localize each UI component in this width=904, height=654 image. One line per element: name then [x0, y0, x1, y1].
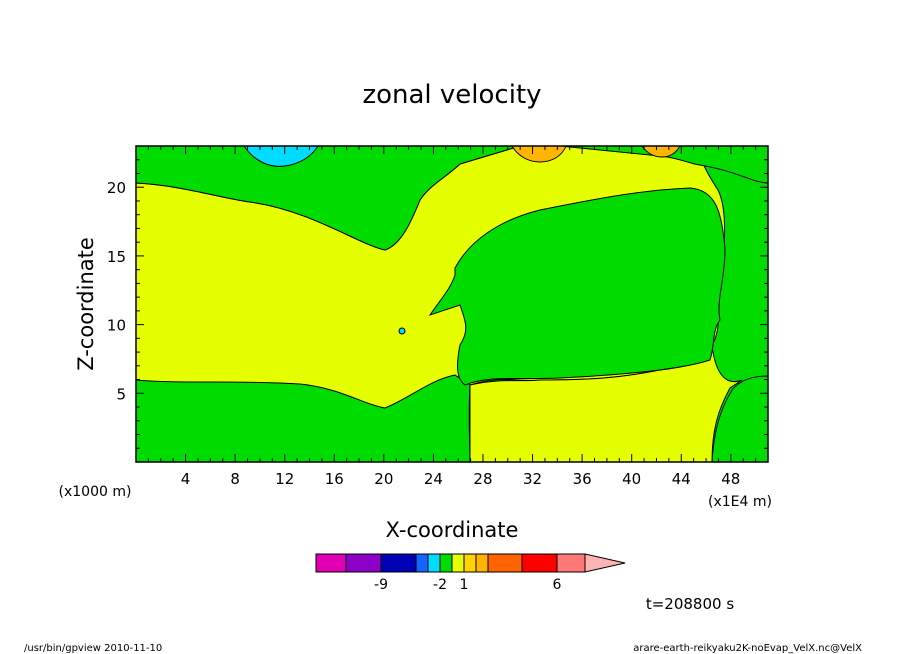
x-tick-label: 40	[622, 470, 641, 488]
contour-region-central	[428, 187, 726, 386]
x-tick-label: 16	[325, 470, 344, 488]
colorbar-cell	[463, 553, 477, 573]
x-axis-label: X-coordinate	[386, 518, 519, 542]
contour-region-right-edge	[711, 375, 769, 463]
y-tick-label: 20	[107, 179, 126, 197]
time-label: t=208800 s	[646, 595, 734, 613]
colorbar-tick-label: -2	[433, 577, 447, 593]
plot-frame	[135, 145, 769, 463]
x-tick-label: 44	[672, 470, 691, 488]
x-unit-label: (x1E4 m)	[708, 494, 772, 510]
x-tick-label: 8	[230, 470, 240, 488]
colorbar-arrow	[584, 553, 626, 573]
chart-title: zonal velocity	[362, 80, 541, 110]
colorbar: -9 -2 1 6	[315, 553, 626, 593]
y-axis-label: Z-coordinate	[74, 237, 98, 371]
footer-right: arare-earth-reikyaku2K-noEvap_VelX.nc@Ve…	[633, 643, 862, 654]
colorbar-tick-label: -9	[374, 577, 388, 593]
colorbar-cell	[556, 553, 586, 573]
contour-region-lower-left	[135, 374, 471, 463]
colorbar-cell	[315, 553, 347, 573]
x-tick-label: 12	[275, 470, 294, 488]
colorbar-cell	[345, 553, 382, 573]
contour-negative-bubble	[243, 145, 319, 167]
x-tick-label: 24	[424, 470, 443, 488]
x-tick-label: 32	[523, 470, 542, 488]
x-tick-label: 48	[721, 470, 740, 488]
x-tick-label: 28	[473, 470, 492, 488]
colorbar-tick-label: 1	[460, 577, 469, 593]
colorbar-cell	[487, 553, 523, 573]
contour-positive-bubble-2	[641, 145, 681, 158]
colorbar-cell	[415, 553, 429, 573]
x-tick-label: 4	[181, 470, 191, 488]
footer-left: /usr/bin/gpview 2010-11-10	[24, 643, 162, 654]
y-tick-label: 15	[107, 248, 126, 266]
colorbar-cell	[475, 553, 489, 573]
colorbar-tick-label: 6	[553, 577, 562, 593]
colorbar-cell	[451, 553, 465, 573]
contour-positive-bubble-1	[511, 145, 567, 163]
contour-region-top	[135, 145, 769, 251]
y-tick-label: 5	[116, 385, 126, 403]
colorbar-cell	[427, 553, 441, 573]
x-tick-label: 36	[573, 470, 592, 488]
x-tick-label: 20	[374, 470, 393, 488]
colorbar-cell	[521, 553, 558, 573]
colorbar-cell	[380, 553, 417, 573]
plot-area	[135, 145, 769, 463]
y-unit-label: (x1000 m)	[59, 484, 132, 500]
y-tick-label: 10	[107, 317, 126, 335]
contour-small-eddy	[398, 327, 406, 335]
colorbar-cell	[439, 553, 453, 573]
